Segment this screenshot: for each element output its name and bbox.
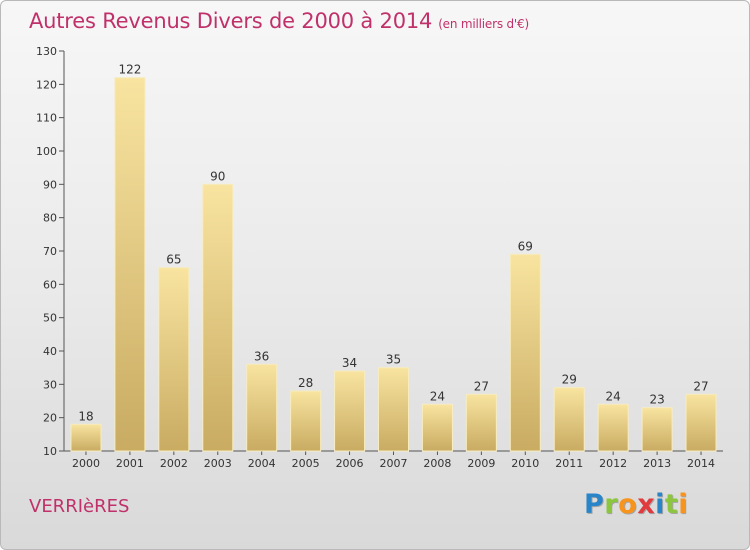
y-tick-label: 130 xyxy=(36,45,57,58)
x-tick-label: 2002 xyxy=(160,457,188,470)
y-tick-label: 20 xyxy=(43,412,57,425)
bar-value-label: 65 xyxy=(166,253,181,267)
x-tick-label: 2009 xyxy=(467,457,495,470)
bar-value-label: 36 xyxy=(254,349,269,363)
y-tick-label: 110 xyxy=(36,112,57,125)
y-tick-label: 10 xyxy=(43,445,57,458)
bar-value-label: 90 xyxy=(210,169,225,183)
x-tick-label: 2008 xyxy=(423,457,451,470)
bar xyxy=(246,363,278,452)
bar xyxy=(202,183,234,452)
bar xyxy=(641,407,673,452)
bar xyxy=(114,77,146,452)
bar xyxy=(70,423,102,452)
bar-value-label: 18 xyxy=(78,409,93,423)
y-tick-label: 90 xyxy=(43,178,57,191)
x-tick-label: 2014 xyxy=(687,457,715,470)
bar-value-label: 27 xyxy=(474,379,489,393)
proxiti-logo: Proxiti xyxy=(584,489,688,520)
bar xyxy=(509,253,541,452)
x-tick-label: 2005 xyxy=(292,457,320,470)
x-tick-label: 2000 xyxy=(72,457,100,470)
logo-letter: o xyxy=(618,489,638,520)
bar-value-label: 24 xyxy=(606,389,621,403)
x-tick-label: 2004 xyxy=(248,457,276,470)
logo-letter: P xyxy=(584,489,605,520)
bar xyxy=(421,403,453,452)
bar xyxy=(685,393,717,452)
commune-name: VERRIèRES xyxy=(29,496,130,517)
bar xyxy=(378,367,409,452)
y-tick-label: 120 xyxy=(36,78,57,91)
logo-letter: x xyxy=(637,489,656,520)
bar-value-label: 23 xyxy=(649,393,664,407)
bar-value-label: 28 xyxy=(298,376,313,390)
bar-value-label: 122 xyxy=(118,63,141,77)
y-tick-label: 70 xyxy=(43,245,57,258)
logo-letter: i xyxy=(678,489,689,520)
bar-value-label: 34 xyxy=(342,356,357,370)
bar xyxy=(334,370,366,452)
y-tick-label: 60 xyxy=(43,278,57,291)
bar-value-label: 27 xyxy=(693,379,708,393)
y-tick-label: 100 xyxy=(36,145,57,158)
x-tick-label: 2013 xyxy=(643,457,671,470)
bar-value-label: 29 xyxy=(562,373,577,387)
bar xyxy=(290,390,322,452)
bar xyxy=(553,387,585,452)
bar xyxy=(597,403,629,452)
bar xyxy=(158,267,190,452)
x-tick-label: 2001 xyxy=(116,457,144,470)
bar-value-label: 35 xyxy=(386,353,401,367)
x-tick-label: 2011 xyxy=(555,457,583,470)
x-tick-label: 2007 xyxy=(380,457,408,470)
logo-letter: r xyxy=(604,489,619,520)
x-tick-label: 2006 xyxy=(336,457,364,470)
y-tick-label: 50 xyxy=(43,312,57,325)
chart-title: Autres Revenus Divers de 2000 à 2014 (en … xyxy=(29,9,529,33)
y-tick-label: 30 xyxy=(43,378,57,391)
bar-value-label: 69 xyxy=(518,239,533,253)
logo-letter: t xyxy=(664,489,679,520)
logo-letter: i xyxy=(655,489,665,520)
bar-value-label: 24 xyxy=(430,389,445,403)
x-tick-label: 2012 xyxy=(599,457,627,470)
chart-title-text: Autres Revenus Divers de 2000 à 2014 xyxy=(29,9,433,33)
y-tick-label: 80 xyxy=(43,212,57,225)
bar xyxy=(465,393,497,452)
x-tick-label: 2010 xyxy=(511,457,539,470)
chart-unit: (en milliers d'€) xyxy=(438,17,529,31)
y-tick-label: 40 xyxy=(43,345,57,358)
x-tick-label: 2003 xyxy=(204,457,232,470)
